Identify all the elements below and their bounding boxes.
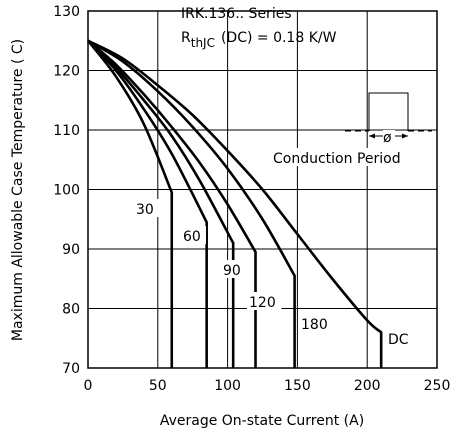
x-tick-label: 0: [84, 378, 93, 394]
curves: 30 60 90 120 180 DC: [86, 39, 411, 368]
curve-30: [86, 39, 174, 368]
conduction-angle-symbol: ø: [383, 130, 392, 146]
curve-label-bg: [134, 199, 159, 217]
x-tick-label: 150: [284, 378, 311, 394]
thermal-resistance-note: RthJC (DC) = 0.18 K/W: [181, 30, 337, 50]
y-tick-label: 80: [62, 302, 80, 318]
thermal-resistance-subscript: thJC: [191, 36, 215, 50]
curve-label-180: 180: [301, 317, 328, 333]
thermal-resistance-value: (DC) = 0.18 K/W: [221, 30, 337, 46]
curve-label-bg: [181, 226, 206, 244]
period-arrow-head-left: [369, 133, 375, 139]
curve-label-90: 90: [223, 263, 241, 279]
y-tick-label: 120: [53, 64, 80, 80]
y-tick-label: 100: [53, 183, 80, 199]
conduction-period-label: Conduction Period: [273, 151, 401, 167]
conduction-period-inset: ø Conduction Period: [270, 92, 432, 167]
x-axis-label: Average On-state Current (A): [160, 413, 364, 429]
curve-label-bg: [247, 292, 282, 310]
y-axis-label: Maximum Allowable Case Temperature ( C): [10, 39, 26, 341]
period-arrow-head-right: [402, 133, 408, 139]
series-title: IRK.136.. Series: [181, 6, 292, 22]
curve-180: [87, 39, 296, 368]
inset-symbol-bg: [383, 130, 395, 142]
x-tick-label: 50: [149, 378, 167, 394]
y-tick-label: 130: [53, 4, 80, 20]
curve-label-bg: [221, 260, 246, 278]
curve-label-60: 60: [183, 229, 201, 245]
inset-label-bg: [270, 148, 430, 166]
curve-label-bg: [386, 329, 411, 347]
x-tick-label: 250: [424, 378, 451, 394]
y-tick-label: 110: [53, 123, 80, 139]
curve-label-bg: [299, 314, 334, 332]
curve-label-30: 30: [136, 202, 154, 218]
curve-90: [87, 39, 235, 368]
curve-60: [87, 39, 208, 368]
thermal-resistance-symbol: R: [181, 30, 191, 46]
x-tick-label: 200: [354, 378, 381, 394]
curve-120: [87, 39, 257, 368]
y-tick-label: 70: [62, 361, 80, 377]
tick-labels: 0 50 100 150 200 250 70 80 90 100 110 120 130: [53, 4, 450, 394]
curve-label-dc: DC: [388, 332, 409, 348]
curve-dc: [87, 39, 383, 368]
curve-label-120: 120: [249, 295, 276, 311]
plot-frame: [87, 10, 438, 369]
conduction-waveform: [368, 92, 409, 131]
x-tick-label: 100: [214, 378, 241, 394]
y-tick-label: 90: [62, 242, 80, 258]
